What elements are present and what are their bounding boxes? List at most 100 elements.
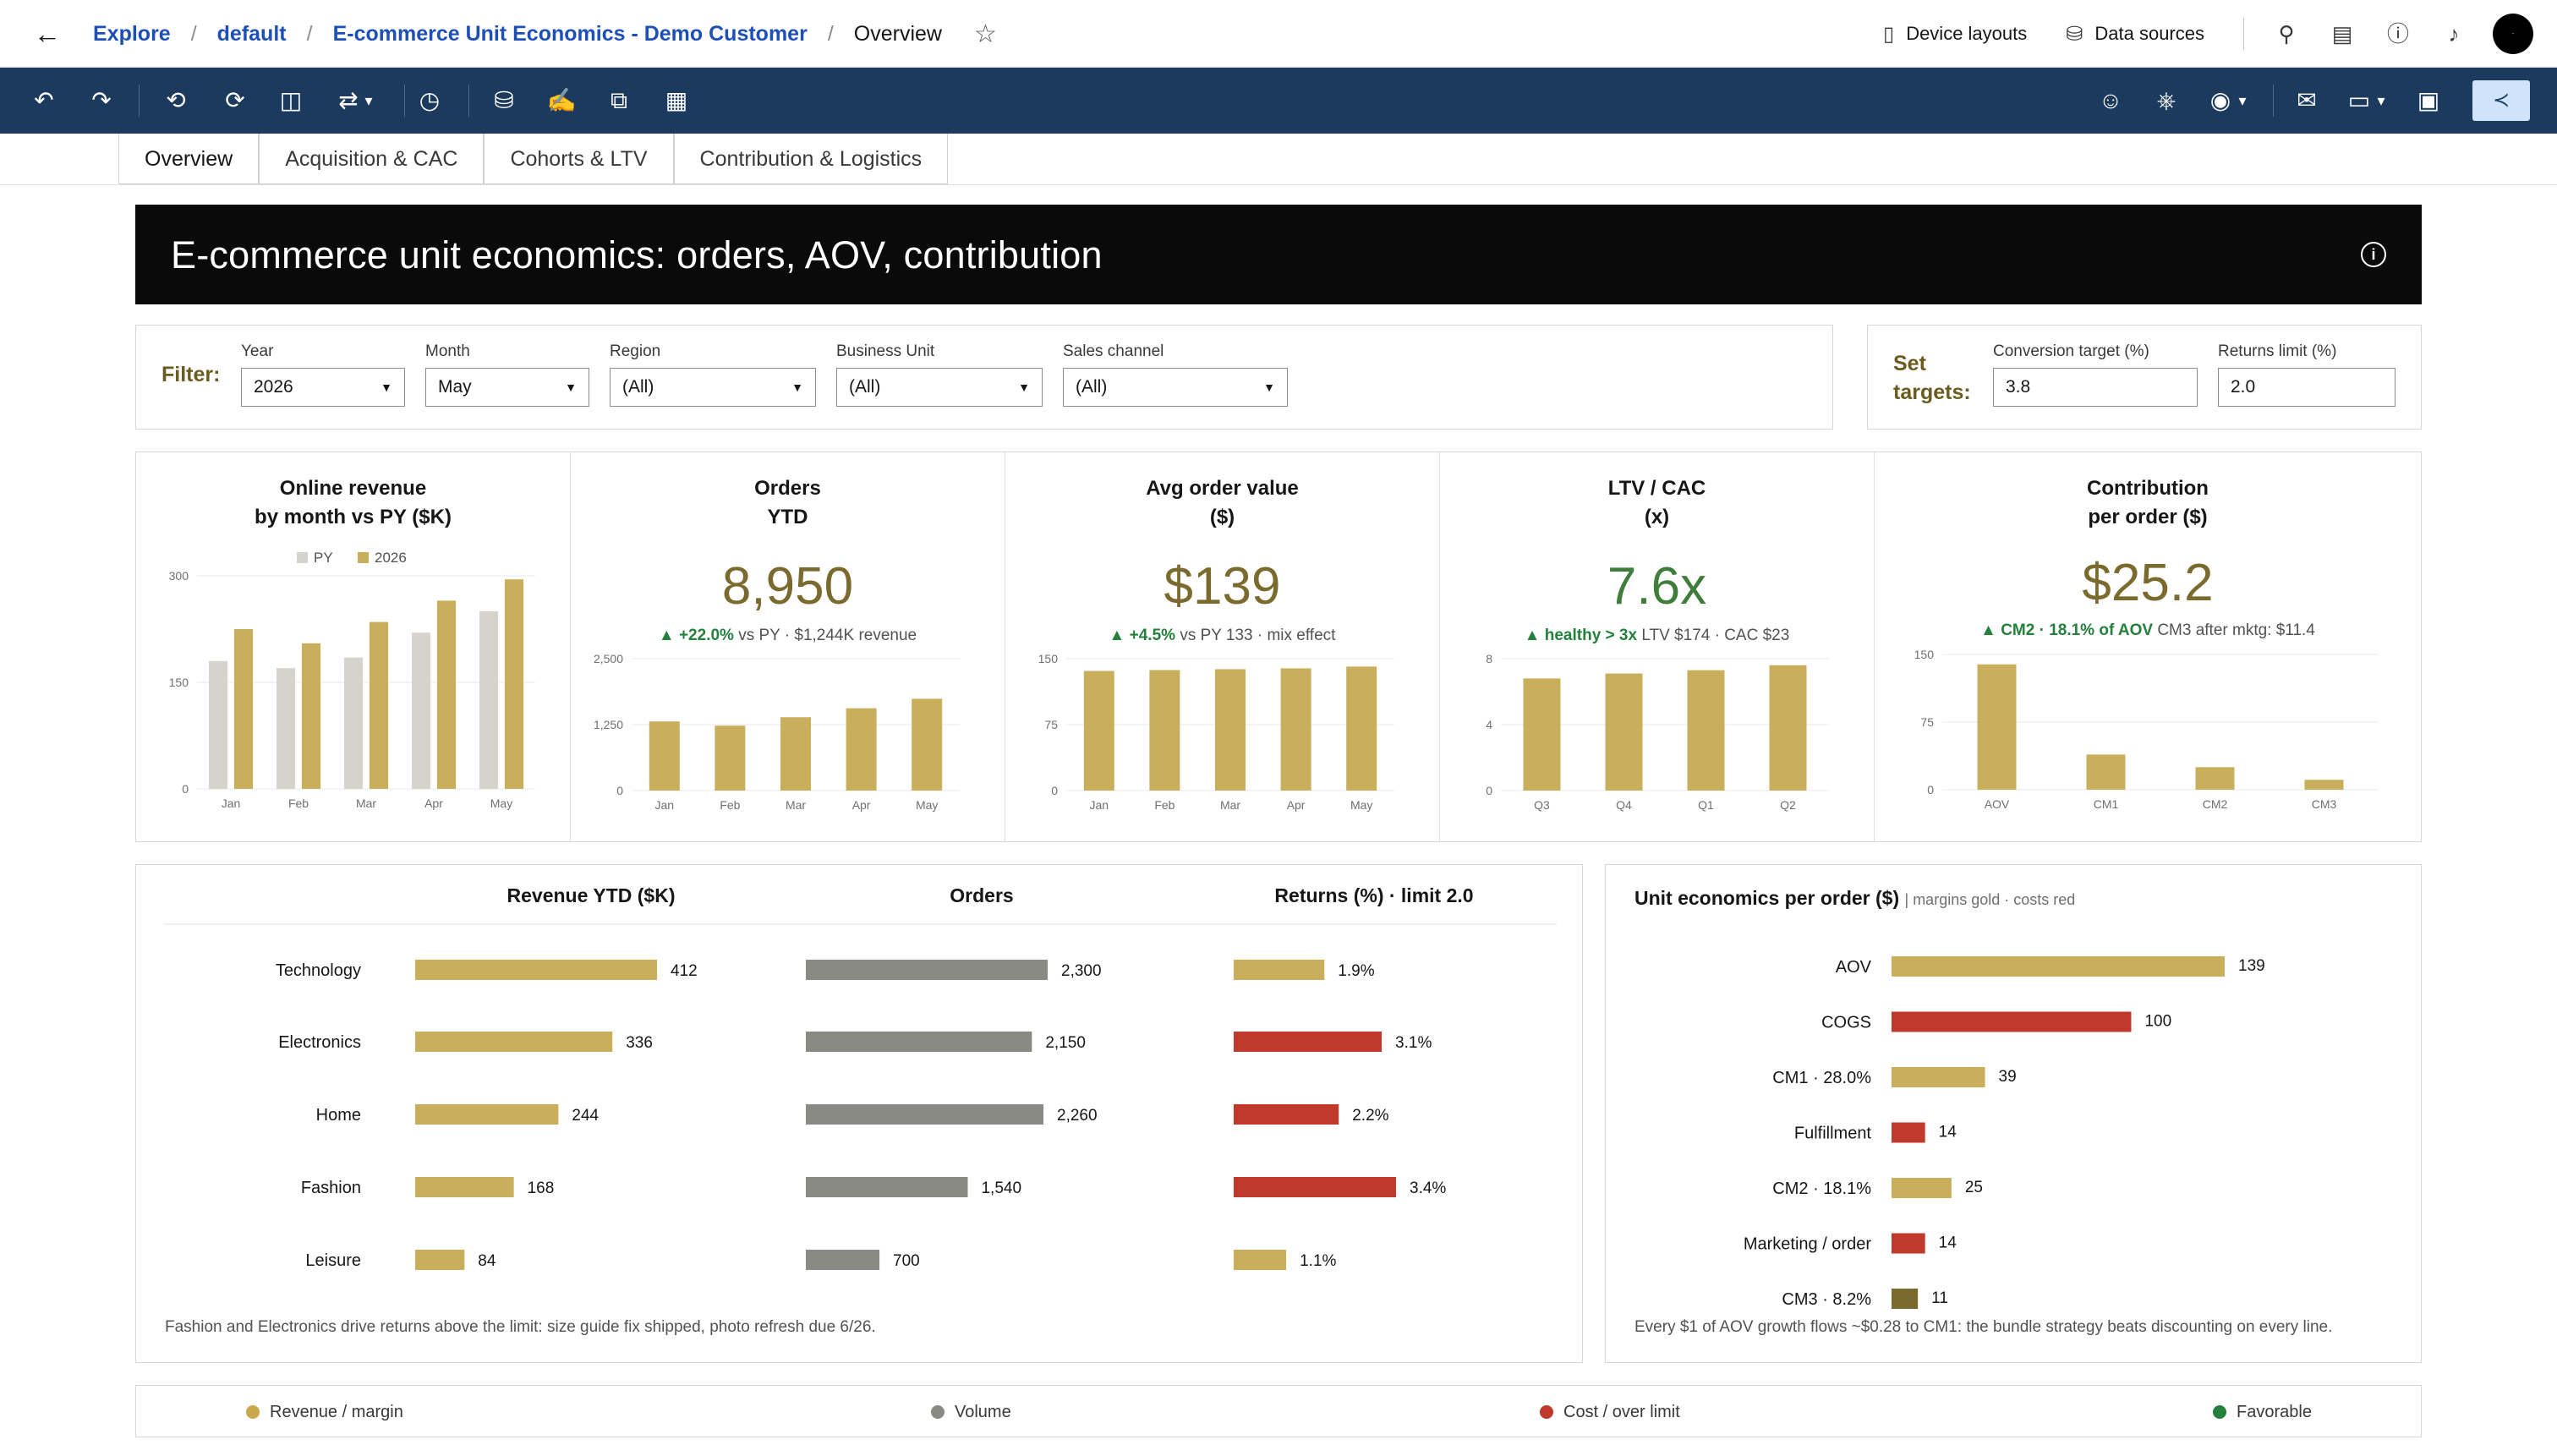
margin-bar: [1892, 1178, 1952, 1198]
returns-limit-input[interactable]: 2.0: [2218, 368, 2395, 407]
kpi-delta-value: ▲ CM2 · 18.1% of AOV: [1980, 621, 2154, 639]
bar-value-label: 25: [1965, 1179, 1983, 1196]
y-tick-label: 75: [1920, 715, 1934, 729]
divider: [0, 184, 2557, 185]
breadcrumb-dashboard[interactable]: E-commerce Unit Economics - Demo Custome…: [332, 21, 808, 46]
month-select[interactable]: May ▼: [425, 368, 589, 407]
redo-icon[interactable]: ↷: [91, 87, 112, 113]
row-label: Technology: [276, 961, 361, 980]
eye-icon[interactable]: ◉: [2209, 87, 2231, 113]
orders-bar: [806, 1032, 1032, 1052]
back-arrow-icon[interactable]: ←: [34, 19, 61, 49]
returns-value-label: 3.4%: [1410, 1180, 1446, 1197]
row-label: Home: [316, 1106, 361, 1125]
undo-icon[interactable]: ↶: [34, 87, 54, 113]
x-tick-label: Q4: [1616, 798, 1632, 812]
tab-contribution[interactable]: Contribution & Logistics: [673, 134, 949, 184]
bar-value-label: 11: [1931, 1289, 1948, 1307]
avatar[interactable]: ·: [2493, 14, 2533, 54]
y-tick-label: 8: [1486, 652, 1492, 665]
sales-channel-select[interactable]: (All) ▼: [1063, 368, 1288, 407]
x-tick-label: Q1: [1698, 798, 1714, 812]
breadcrumb-default[interactable]: default: [216, 21, 287, 46]
row-label: CM2 · 18.1%: [1772, 1180, 1871, 1198]
data-sources-button[interactable]: ⛁ Data sources: [2066, 22, 2204, 47]
tab-overview[interactable]: Overview: [118, 134, 260, 184]
bell-icon[interactable]: ♪: [2448, 21, 2460, 47]
add-chart-icon[interactable]: ▦: [665, 87, 688, 113]
kpi-title: Contribution per order ($): [1875, 474, 2421, 532]
kpi-delta-text: vs PY 133 · mix effect: [1180, 627, 1336, 644]
filter-label: Filter:: [162, 363, 221, 386]
bar: [780, 717, 811, 791]
search-icon[interactable]: ⚲: [2278, 21, 2295, 47]
y-tick-label: 4: [1486, 718, 1492, 731]
kpi-title-line2: (x): [1644, 506, 1670, 528]
replay-icon[interactable]: ⇄: [338, 87, 359, 113]
info-icon[interactable]: i: [2361, 242, 2386, 267]
data-source-icon[interactable]: ⛁: [494, 87, 514, 113]
bar-value-label: 100: [2144, 1013, 2171, 1031]
notes-icon[interactable]: ▤: [2331, 21, 2353, 47]
ltv-cac-chart: 0 4 8 Q3 Q4 Q1 Q2: [1486, 652, 1829, 812]
tab-cohorts[interactable]: Cohorts & LTV: [484, 134, 674, 184]
filter-year-label: Year: [241, 342, 274, 360]
row-label: Marketing / order: [1744, 1235, 1872, 1254]
orders-value-label: 2,260: [1057, 1107, 1098, 1125]
y-tick-label: 1,250: [594, 718, 623, 731]
returns-bar: [1234, 960, 1325, 980]
y-tick-label: 150: [169, 676, 189, 689]
breadcrumb-current: Overview: [853, 21, 942, 46]
margin-bar: [1892, 1067, 1985, 1087]
ai-assistant-icon[interactable]: ☺: [2098, 87, 2123, 113]
bar-value-label: 139: [2238, 957, 2265, 975]
revenue-chart: PY 2026 0 150 300 Jan Feb Mar Apr May: [169, 550, 535, 810]
revert-icon[interactable]: ⟲: [166, 87, 186, 113]
format-painter-icon[interactable]: ⎈: [2156, 87, 2176, 113]
refresh-data-icon[interactable]: ⟳: [225, 87, 245, 113]
performance-icon[interactable]: ◷: [419, 87, 441, 113]
kpi-value: 7.6x: [1607, 557, 1707, 616]
duplicate-icon[interactable]: ⧉: [611, 87, 627, 113]
returns-value-label: 3.1%: [1395, 1034, 1432, 1052]
fit-screen-icon[interactable]: ▣: [2417, 87, 2440, 113]
region-select[interactable]: (All) ▼: [610, 368, 816, 407]
device-layouts-button[interactable]: ▯ Device layouts: [1883, 22, 2027, 47]
unit-economics-chart: AOV 139 COGS 100 CM1 · 28.0% 39 Fulfillment 14 C…: [1744, 956, 2265, 1309]
present-icon[interactable]: ▭: [2347, 87, 2371, 113]
sheet-tabs: Overview Acquisition & CAC Cohorts & LTV…: [118, 134, 949, 184]
tab-acquisition[interactable]: Acquisition & CAC: [259, 134, 485, 184]
help-icon[interactable]: ⓘ: [2386, 21, 2409, 47]
kpi-delta-value: ▲ +22.0%: [658, 627, 734, 644]
margin-bar: [1892, 1289, 1919, 1309]
bar: [1605, 673, 1643, 791]
pause-updates-icon[interactable]: ◫: [279, 87, 303, 113]
conversion-target-input[interactable]: 3.8: [1993, 368, 2198, 407]
x-tick-label: Apr: [424, 796, 443, 810]
kpi-title-line1: Contribution: [2087, 477, 2209, 500]
chevron-down-icon[interactable]: ▾: [364, 92, 373, 109]
legend-item: Revenue / margin: [246, 1386, 403, 1438]
orders-bar: [806, 1250, 880, 1270]
star-icon[interactable]: ☆: [973, 19, 997, 48]
x-tick-label: Q3: [1534, 798, 1550, 812]
row-label: Fulfillment: [1794, 1125, 1872, 1143]
y-tick-label: 0: [1486, 784, 1492, 797]
revenue-bar: [415, 1177, 514, 1197]
chevron-down-icon[interactable]: ▾: [2238, 92, 2247, 109]
breadcrumb-explore[interactable]: Explore: [93, 21, 171, 46]
bar-py: [479, 611, 498, 789]
breadcrumb: Explore / default / E-commerce Unit Econ…: [93, 0, 997, 68]
new-sheet-icon[interactable]: ✍: [546, 87, 577, 113]
bar-py: [209, 660, 227, 789]
share-icon[interactable]: ≺: [2472, 80, 2530, 121]
business-unit-select[interactable]: (All) ▼: [836, 368, 1043, 407]
year-select[interactable]: 2026 ▼: [241, 368, 405, 407]
sales-channel-select-value: (All): [1076, 377, 1108, 397]
chevron-down-icon[interactable]: ▾: [2377, 92, 2385, 109]
sales-channel-filter: Sales channel (All) ▼: [1063, 342, 1288, 407]
bar: [1523, 678, 1561, 791]
row-label: CM1 · 28.0%: [1772, 1069, 1871, 1087]
legend-swatch: [1540, 1405, 1553, 1419]
comment-icon[interactable]: ✉: [2297, 87, 2317, 113]
